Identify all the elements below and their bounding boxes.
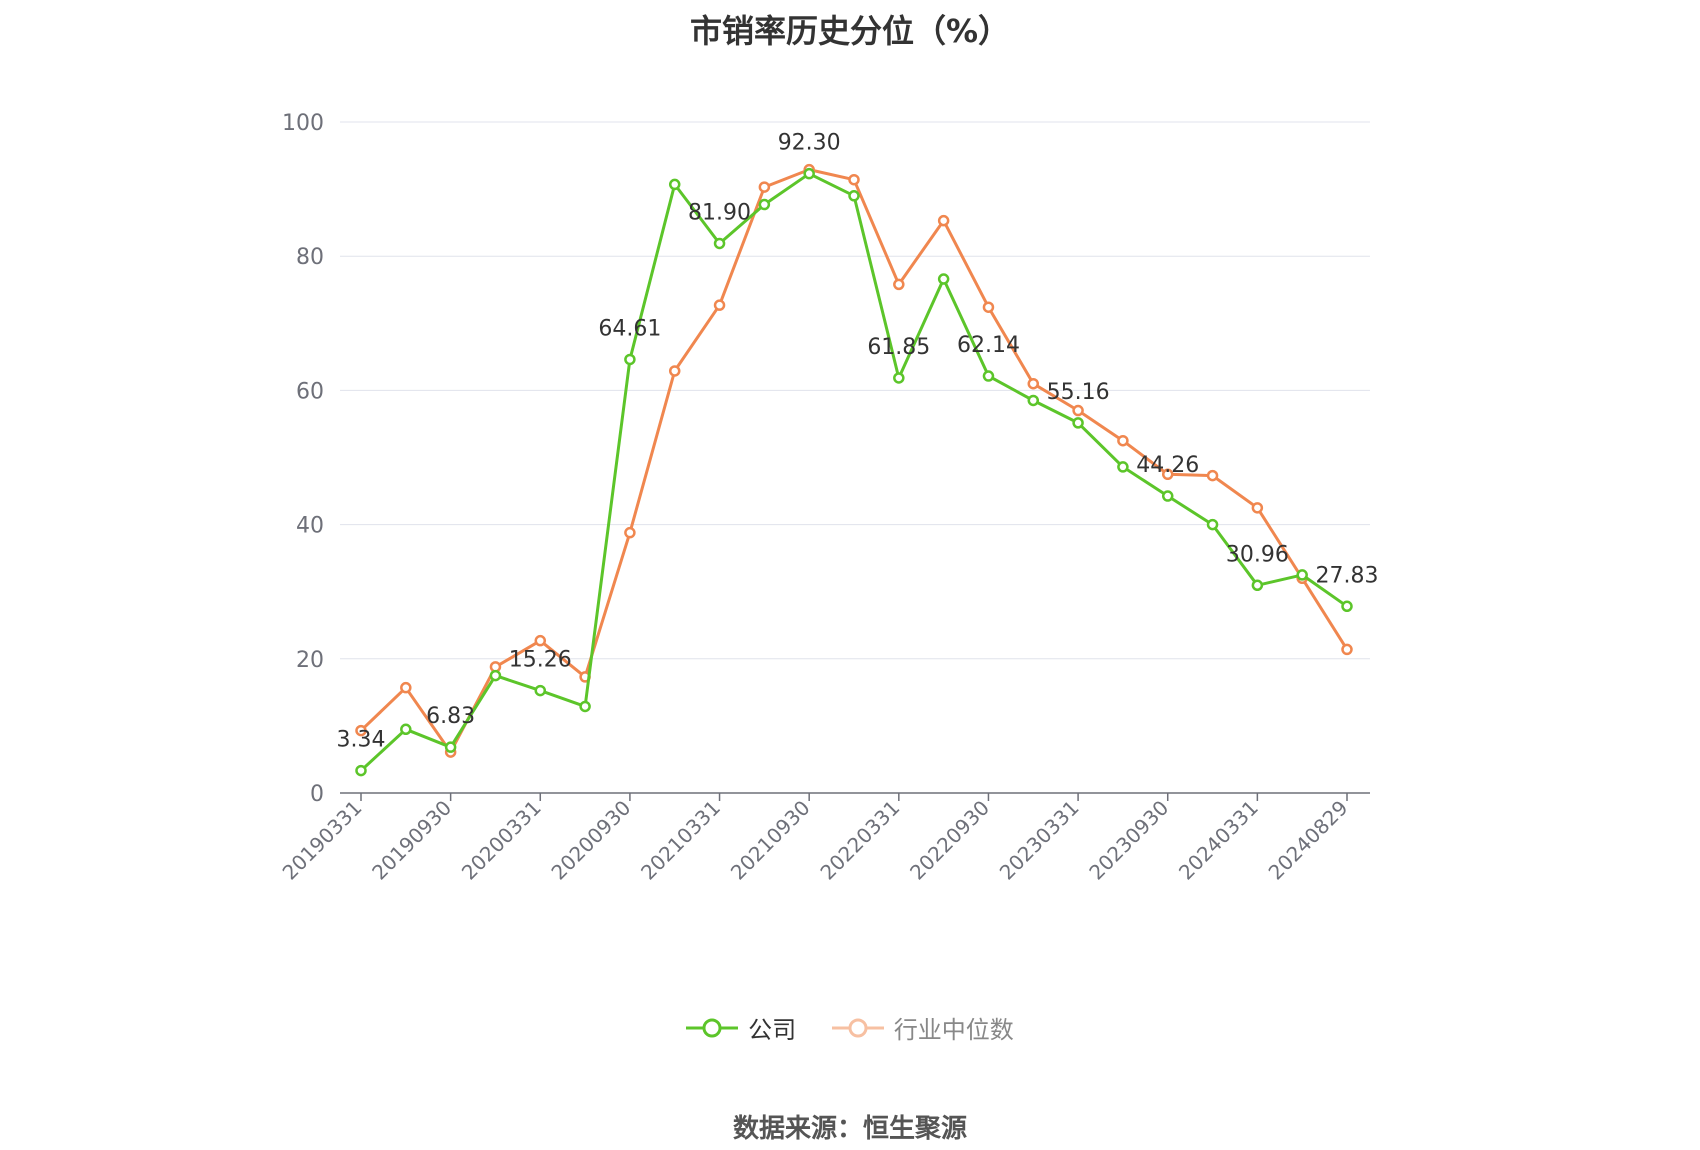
y-tick-label: 80 (296, 245, 324, 270)
data-point-company (803, 167, 815, 180)
data-point-company (355, 764, 367, 777)
data-label-company: 55.16 (1047, 380, 1110, 405)
data-point-company (1117, 461, 1129, 473)
data-label-company: 44.26 (1136, 453, 1199, 478)
x-tick-label: 20210331 (636, 796, 725, 885)
data-point-company (893, 372, 905, 384)
data-point-company (713, 237, 726, 250)
data-point-industry-median (624, 526, 636, 539)
x-tick-label: 20200930 (546, 796, 635, 885)
y-tick-label: 0 (310, 782, 324, 807)
data-point-company (489, 669, 502, 682)
data-point-company (982, 370, 995, 382)
legend-label-company: 公司 (748, 1016, 797, 1044)
data-point-company (1206, 518, 1219, 531)
x-tick-label: 20230331 (995, 796, 1084, 885)
x-tick-label: 20210930 (726, 796, 815, 885)
data-point-industry-median (1341, 643, 1353, 656)
data-point-company (1341, 600, 1353, 613)
data-point-industry-median (400, 681, 412, 694)
data-label-company: 61.85 (867, 335, 930, 360)
x-tick-label: 20220930 (905, 796, 994, 885)
data-label-company: 62.14 (957, 333, 1020, 358)
legend-item-company[interactable]: 公司 (686, 1010, 796, 1045)
data-point-company (534, 684, 547, 697)
data-point-industry-median (1161, 468, 1174, 481)
data-point-company (624, 353, 636, 366)
data-point-company (1296, 569, 1308, 581)
data-point-company (668, 178, 681, 191)
data-point-industry-median (668, 365, 681, 377)
y-tick-label: 100 (282, 111, 324, 136)
data-point-industry-median (1027, 377, 1040, 390)
x-tick-label: 20230930 (1084, 796, 1173, 885)
data-point-industry-median (982, 301, 995, 313)
data-label-company: 6.83 (426, 704, 475, 729)
legend: 公司 行业中位数 (0, 1010, 1700, 1047)
data-point-industry-median (355, 724, 367, 737)
series-layer (355, 163, 1353, 777)
data-label-company: 81.90 (688, 200, 751, 225)
legend-label-industry-median: 行业中位数 (893, 1016, 1014, 1044)
legend-item-industry-median[interactable]: 行业中位数 (831, 1010, 1014, 1045)
data-point-company (444, 741, 457, 753)
data-point-industry-median (713, 299, 726, 311)
axes: 0 20 40 60 80 100 20190331 20190930 20200331 2020… (278, 111, 1370, 885)
data-point-company (579, 700, 591, 713)
data-point-company (1161, 490, 1174, 502)
data-point-company (848, 190, 860, 202)
data-point-company (1072, 417, 1084, 429)
data-label-company: 3.34 (337, 728, 386, 753)
data-point-industry-median (1206, 469, 1219, 482)
data-label-company: 64.61 (598, 316, 661, 341)
data-label-company: 15.26 (509, 648, 572, 673)
legend-swatch-company (686, 1018, 739, 1037)
data-point-industry-median (1251, 502, 1264, 514)
y-tick-label: 40 (296, 514, 324, 539)
data-point-company (400, 723, 412, 736)
data-point-company (1027, 394, 1040, 407)
data-point-industry-median (534, 634, 547, 647)
data-label-company: 27.83 (1316, 563, 1379, 588)
data-point-industry-median (937, 214, 950, 227)
x-tick-label: 20200331 (457, 796, 546, 885)
data-point-industry-median (848, 173, 860, 186)
data-point-company (758, 198, 771, 211)
data-labels: 3.34 6.83 15.26 64.61 81.90 92.30 61.85 62.14 55… (337, 131, 1379, 753)
data-point-industry-median (1072, 404, 1084, 417)
y-tick-label: 20 (296, 648, 324, 673)
data-point-industry-median (758, 181, 771, 193)
x-tick-label: 20220331 (815, 796, 904, 885)
x-tick-label: 20190930 (367, 796, 456, 885)
legend-swatch-industry-median (831, 1018, 884, 1037)
data-point-company (1251, 579, 1264, 592)
data-label-company: 30.96 (1226, 542, 1289, 567)
data-label-company: 92.30 (778, 131, 841, 156)
x-tick-label: 20240829 (1264, 796, 1353, 885)
y-tick-label: 60 (296, 379, 324, 404)
x-tick-label: 20240331 (1174, 796, 1263, 885)
data-point-industry-median (1117, 434, 1129, 447)
x-tick-label: 20190331 (278, 796, 367, 885)
chart-title: 市销率历史分位（%） (689, 12, 1011, 50)
source-note: 数据来源：恒生聚源 (732, 1114, 967, 1144)
data-point-industry-median (893, 278, 905, 291)
data-point-company (937, 273, 950, 285)
